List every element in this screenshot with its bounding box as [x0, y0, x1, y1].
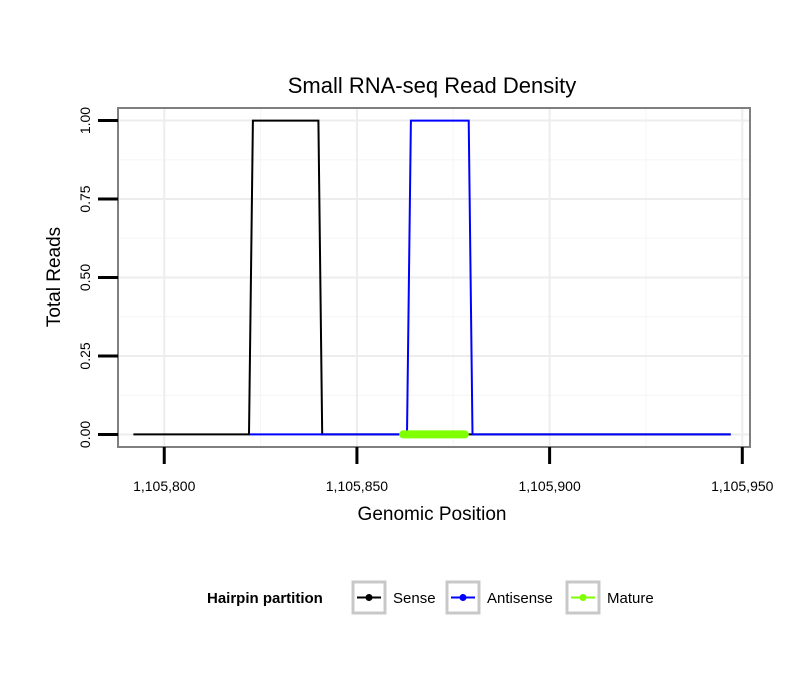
y-tick-label: 0.00 [77, 421, 93, 448]
legend-label-sense: Sense [393, 590, 436, 607]
legend: Hairpin partition Sense Antisense Mature [207, 580, 654, 615]
axes: 1,105,800 1,105,850 1,105,900 1,105,950 0.00… [77, 107, 774, 494]
legend-label-antisense: Antisense [487, 590, 553, 607]
y-tick-label: 0.25 [77, 342, 93, 369]
legend-key-point [579, 594, 587, 601]
y-tick-label: 0.50 [77, 264, 93, 291]
x-tick-label: 1,105,800 [133, 478, 195, 494]
y-axis-title: Total Reads [44, 227, 65, 327]
series-line-antisense [249, 119, 731, 436]
legend-key-point [459, 594, 467, 601]
x-tick-label: 1,105,900 [518, 478, 580, 494]
x-axis-title: Genomic Position [358, 504, 507, 525]
legend-key-point [365, 594, 373, 601]
x-tick-label: 1,105,950 [711, 478, 773, 494]
series-lines [133, 119, 731, 439]
legend-label-mature: Mature [607, 590, 654, 607]
y-tick-label: 0.75 [77, 185, 93, 212]
grid [118, 108, 750, 447]
legend-title: Hairpin partition [207, 590, 323, 607]
chart-title: Small RNA-seq Read Density [288, 73, 577, 98]
y-tick-label: 1.00 [77, 107, 93, 134]
x-tick-label: 1,105,850 [326, 478, 388, 494]
